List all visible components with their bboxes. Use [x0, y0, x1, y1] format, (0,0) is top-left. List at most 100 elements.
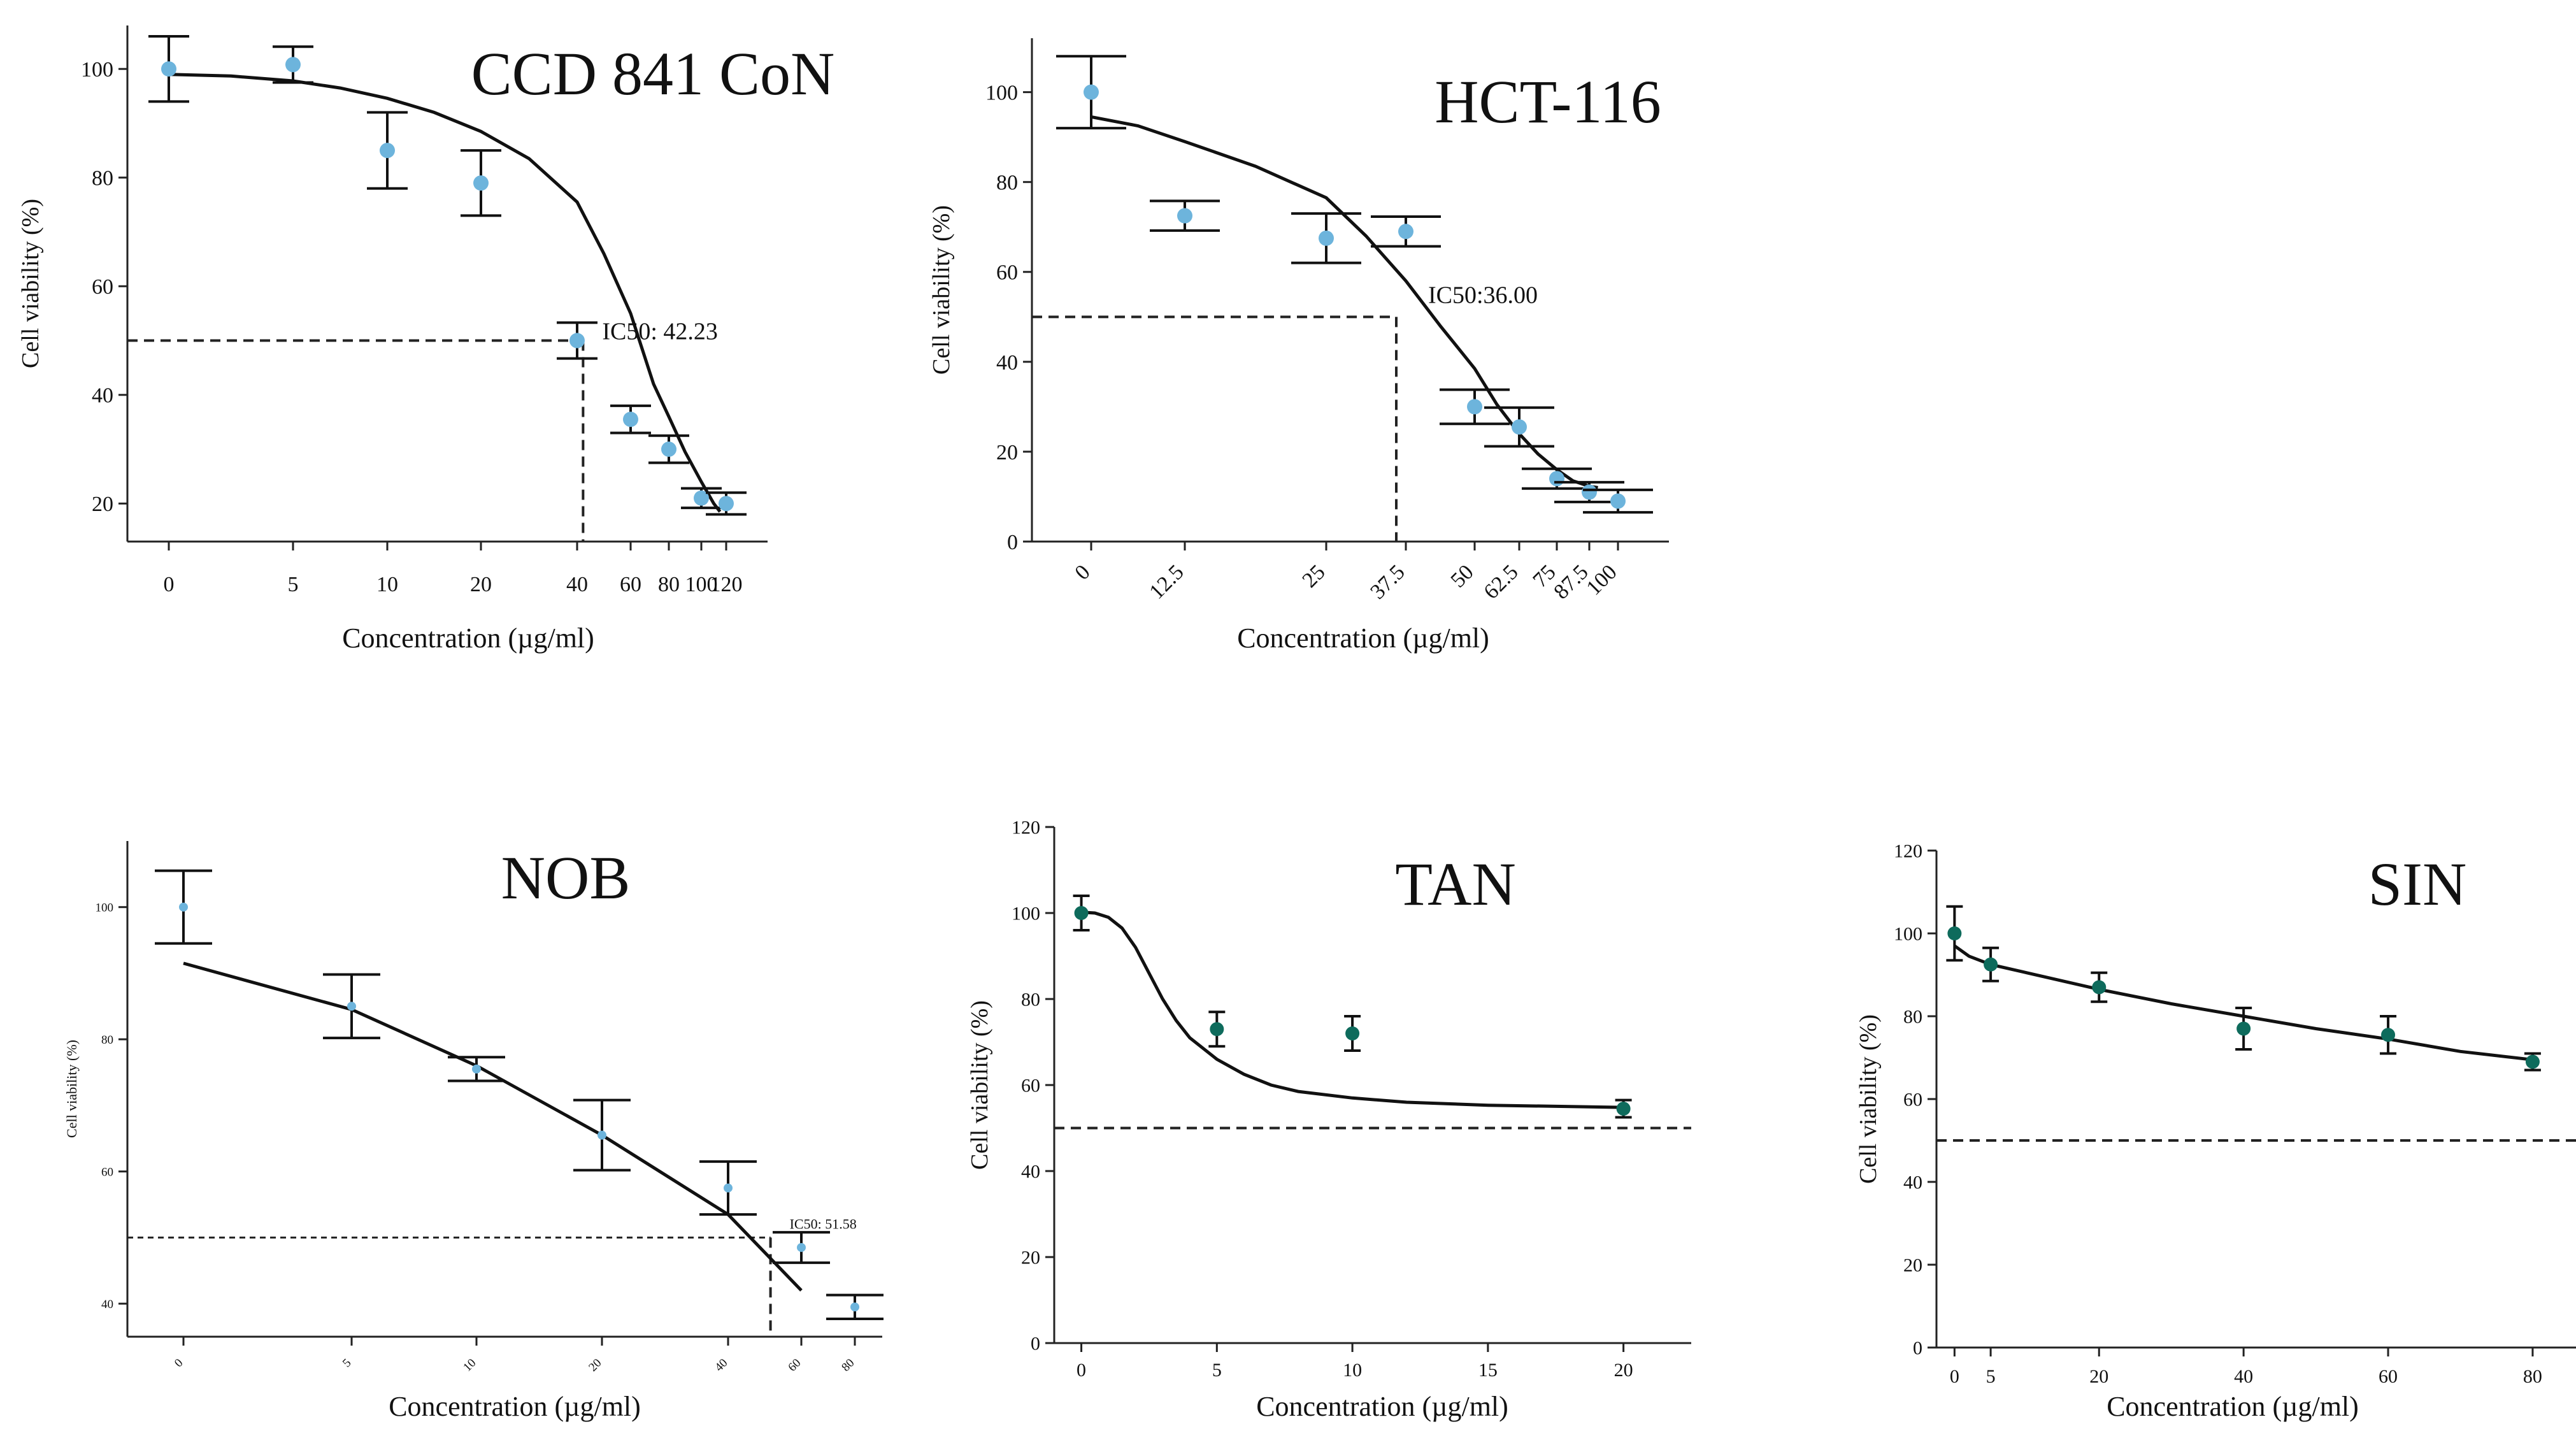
data-point-2 [2091, 971, 2108, 1003]
data-point-5 [2524, 1052, 2541, 1072]
data-point-7 [681, 487, 722, 510]
chart-nob: 40 60 80 100 0 5 10 20 40 60 80 IC50: 51.58 NOB Conce… [64, 841, 884, 1422]
data-point-0 [148, 35, 189, 103]
data-point-0 [1946, 905, 1963, 962]
data-marker [1398, 224, 1413, 240]
data-point-6 [1522, 467, 1592, 490]
y-tick-label: 120 [1012, 817, 1040, 838]
fit-curve [168, 73, 722, 513]
x-tick-label: 60 [2379, 1366, 2398, 1387]
y-tick-label: 0 [1913, 1338, 1922, 1359]
x-axis-label: Concentration (µg/ml) [389, 1391, 641, 1422]
x-tick-label: 5 [1212, 1360, 1222, 1381]
y-tick-label: 100 [985, 82, 1018, 105]
x-tick-label: 0 [1077, 1360, 1086, 1381]
data-point-1 [1982, 946, 2000, 982]
y-tick-label: 80 [1021, 989, 1040, 1010]
x-axis-label: Concentration (µg/ml) [342, 622, 594, 654]
data-marker [1610, 493, 1626, 509]
data-marker [2236, 1021, 2251, 1036]
x-tick-label: 10 [461, 1356, 478, 1374]
data-point-4 [699, 1160, 757, 1216]
data-marker [623, 412, 638, 428]
x-tick-label: 12.5 [1145, 560, 1188, 603]
data-marker [472, 1064, 481, 1074]
x-axis-label: Concentration (µg/ml) [1237, 622, 1489, 654]
chart-title: TAN [1395, 850, 1516, 918]
x-tick-label: 37.5 [1366, 560, 1409, 603]
y-axis-label: Cell viability (%) [1855, 1014, 1882, 1184]
data-point-6 [648, 434, 689, 464]
y-tick-label: 100 [96, 901, 114, 914]
x-tick-label: 0 [1950, 1366, 1959, 1387]
y-tick-label: 0 [1031, 1334, 1040, 1355]
x-tick-label: 100 [685, 573, 718, 596]
data-marker [724, 1183, 733, 1193]
y-tick-label: 80 [92, 167, 113, 191]
x-tick-label: 80 [2523, 1366, 2542, 1387]
data-point-0 [155, 869, 212, 945]
data-marker [2092, 980, 2107, 995]
x-tick-label: 40 [712, 1356, 730, 1374]
data-marker [1947, 926, 1962, 940]
y-tick-label: 80 [1903, 1007, 1922, 1028]
data-marker [1345, 1026, 1360, 1040]
x-tick-label: 20 [470, 573, 492, 596]
data-marker [473, 175, 489, 191]
data-point-4 [2380, 1015, 2397, 1055]
data-point-3 [1371, 215, 1441, 248]
data-point-3 [2235, 1007, 2252, 1051]
data-marker [1467, 399, 1482, 415]
y-tick-label: 20 [92, 493, 113, 516]
x-tick-label: 5 [288, 573, 299, 596]
y-axis-label: Cell viability (%) [966, 1000, 993, 1170]
y-tick-label: 60 [101, 1165, 113, 1179]
chart-title: NOB [501, 844, 631, 912]
x-axis-label: Concentration (µg/ml) [1256, 1391, 1508, 1422]
x-tick-label: 5 [1986, 1366, 1996, 1387]
fit-curve [1091, 115, 1598, 489]
x-tick-label: 60 [620, 573, 641, 596]
x-tick-label: 0 [172, 1356, 186, 1370]
x-tick-label: 120 [710, 573, 743, 596]
x-tick-label: 20 [2089, 1366, 2108, 1387]
x-tick-label: 15 [1478, 1360, 1498, 1381]
data-marker [569, 333, 585, 349]
data-point-5 [1484, 406, 1554, 448]
x-tick-label: 50 [1446, 560, 1478, 592]
data-marker [597, 1130, 606, 1140]
data-marker [285, 57, 301, 73]
x-tick-label: 60 [785, 1356, 803, 1374]
y-tick-label: 80 [996, 171, 1018, 195]
fit-curve [1081, 910, 1624, 1109]
data-marker [1549, 471, 1564, 487]
data-marker [347, 1002, 356, 1011]
ic50-label: IC50:36.00 [1428, 282, 1538, 308]
data-marker [850, 1302, 859, 1312]
data-marker [661, 442, 676, 457]
data-point-6 [826, 1293, 884, 1320]
data-marker [380, 143, 395, 159]
fit-curve [1953, 944, 2533, 1061]
data-point-2 [1344, 1015, 1361, 1052]
y-tick-label: 20 [1903, 1255, 1922, 1276]
x-tick-label: 0 [1070, 560, 1094, 584]
x-tick-label: 10 [376, 573, 398, 596]
x-tick-label: 100 [1582, 560, 1621, 600]
data-point-0 [1056, 55, 1126, 130]
y-tick-label: 100 [1012, 903, 1040, 924]
x-tick-label: 25 [1298, 560, 1329, 592]
data-point-5 [610, 404, 651, 435]
data-point-8 [1583, 488, 1653, 514]
y-tick-label: 20 [1021, 1248, 1040, 1269]
x-tick-label: 62.5 [1479, 560, 1522, 603]
data-point-2 [367, 111, 408, 190]
y-axis-label: Cell viability (%) [64, 1040, 80, 1138]
data-point-8 [706, 491, 747, 516]
x-tick-label: 80 [839, 1356, 857, 1374]
data-point-5 [773, 1231, 830, 1264]
data-marker [161, 61, 176, 77]
y-tick-label: 60 [92, 275, 113, 299]
